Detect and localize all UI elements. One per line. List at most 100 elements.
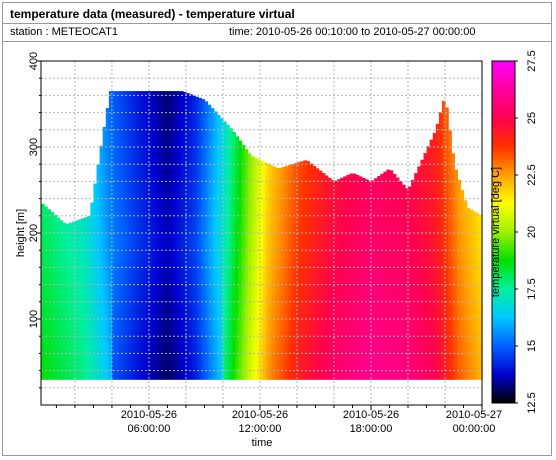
heatmap-cell [306,161,310,164]
heatmap-cell [312,210,317,224]
heatmap-cell [216,222,221,236]
heatmap-cell [176,246,181,260]
heatmap-cell [445,343,449,356]
heatmap-cell [121,246,125,260]
heatmap-cell [235,282,240,296]
heatmap-cell [142,186,147,200]
heatmap-cell [469,270,474,284]
heatmap-cell [272,222,277,236]
heatmap-cell [219,162,224,176]
heatmap-cell [133,102,138,115]
heatmap-cell [334,331,338,344]
heatmap-cell [457,367,462,380]
heatmap-cell [182,367,187,380]
heatmap-cell [377,270,381,284]
heatmap-cell [250,198,255,212]
heatmap-cell [343,222,347,236]
heatmap-cell [408,258,412,272]
heatmap-cell [139,306,144,320]
heatmap-cell [78,270,82,284]
heatmap-cell [142,367,147,380]
heatmap-cell [438,258,443,272]
heatmap-cell [361,270,366,284]
heatmap-cell [395,177,400,188]
heatmap-cell [448,138,452,152]
heatmap-cell [469,210,474,224]
heatmap-cell [124,162,128,176]
heatmap-cell [127,162,132,176]
heatmap-cell [479,258,483,272]
heatmap-cell [479,270,483,284]
heatmap-cell [56,234,61,248]
heatmap-cell [374,306,378,320]
heatmap-cell [90,202,95,212]
heatmap-cell [111,91,116,103]
heatmap-cell [59,319,64,332]
heatmap-cell [185,246,190,260]
heatmap-cell [176,306,181,320]
heatmap-cell [281,306,286,320]
heatmap-cell [111,234,116,248]
heatmap-cell [179,246,184,260]
heatmap-cell [306,258,310,272]
heatmap-cell [386,246,391,260]
heatmap-cell [164,294,169,308]
heatmap-cell [340,282,344,296]
heatmap-cell [155,210,159,224]
heatmap-cell [346,246,351,260]
heatmap-cell [78,246,82,260]
heatmap-cell [195,306,199,320]
heatmap-cell [392,319,397,332]
heatmap-cell [272,166,277,176]
heatmap-cell [238,222,243,236]
heatmap-cell [216,198,221,212]
heatmap-cell [192,210,196,224]
heatmap-cell [155,186,159,200]
heatmap-cell [398,355,403,368]
heatmap-cell [386,270,391,284]
heatmap-cell [371,180,375,188]
heatmap-cell [167,246,172,260]
heatmap-cell [420,246,425,260]
heatmap-cell [62,282,67,296]
heatmap-cell [164,174,169,188]
heatmap-cell [309,294,314,308]
heatmap-cell [195,186,199,200]
heatmap-cell [466,207,471,212]
heatmap-cell [185,114,190,127]
heatmap-cell [367,186,372,200]
heatmap-cell [130,246,135,260]
heatmap-cell [371,186,375,200]
heatmap-cell [90,258,95,272]
heatmap-cell [469,319,474,332]
heatmap-cell [263,306,267,320]
heatmap-cell [318,210,323,224]
heatmap-cell [170,319,175,332]
heatmap-cell [330,343,335,356]
heatmap-cell [44,331,48,344]
heatmap-cell [371,367,375,380]
heatmap-cell [358,198,363,212]
heatmap-cell [297,367,301,380]
heatmap-cell [343,186,347,200]
heatmap-cell [417,294,421,308]
heatmap-cell [195,331,199,344]
heatmap-cell [204,150,209,164]
heatmap-cell [105,331,110,344]
heatmap-cell [145,174,150,188]
heatmap-cell [161,282,165,296]
heatmap-cell [432,319,437,332]
heatmap-cell [260,306,264,320]
heatmap-cell [204,126,209,139]
heatmap-cell [278,294,283,308]
heatmap-cell [210,138,215,152]
heatmap-cell [275,246,280,260]
heatmap-cell [130,306,135,320]
heatmap-cell [201,270,206,284]
heatmap-cell [318,331,323,344]
heatmap-cell [404,282,409,296]
heatmap-cell [68,234,73,248]
heatmap-cell [272,331,277,344]
heatmap-cell [105,222,110,236]
heatmap-cell [414,246,418,260]
